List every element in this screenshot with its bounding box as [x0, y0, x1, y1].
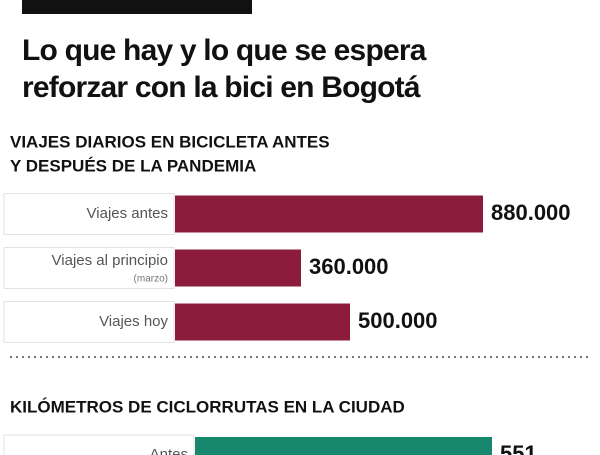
chart-title: VIAJES DIARIOS EN BICICLETA ANTES [10, 132, 330, 151]
label-box [3, 301, 175, 343]
value-label: 880.000 [491, 200, 571, 225]
bar [175, 303, 350, 341]
category-label: Viajes al principio [52, 252, 168, 269]
title-line: Lo que hay y lo que se espera [22, 34, 427, 67]
chart-title: Y DESPUÉS DE LA PANDEMIA [10, 156, 256, 175]
category-label: Viajes antes [87, 205, 168, 222]
label-box [3, 434, 195, 455]
category-label: Antes [150, 446, 188, 455]
value-label: 551 [500, 441, 537, 455]
bar [175, 249, 301, 287]
header-band [22, 0, 252, 14]
category-note: (marzo) [134, 274, 168, 285]
label-box [3, 247, 175, 289]
category-label: Viajes hoy [99, 313, 168, 330]
chart-title: KILÓMETROS DE CICLORRUTAS EN LA CIUDAD [10, 397, 405, 416]
title-line: reforzar con la bici en Bogotá [22, 71, 421, 104]
label-box [3, 193, 175, 235]
value-label: 500.000 [358, 308, 438, 333]
bar [195, 437, 492, 455]
bar [175, 195, 483, 233]
value-label: 360.000 [309, 254, 389, 279]
